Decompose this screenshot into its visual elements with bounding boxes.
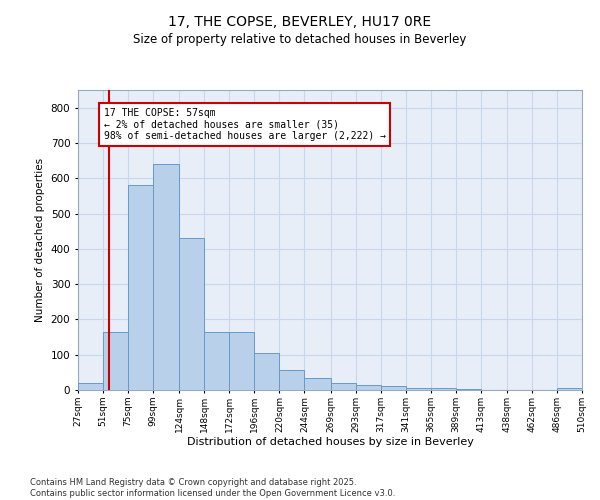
Bar: [406, 388, 431, 390]
Bar: [179, 238, 204, 390]
X-axis label: Distribution of detached houses by size in Beverley: Distribution of detached houses by size …: [187, 438, 473, 448]
Bar: [153, 164, 179, 390]
Bar: [229, 332, 254, 390]
Bar: [456, 389, 481, 390]
Bar: [304, 378, 331, 390]
Bar: [204, 332, 229, 390]
Bar: [280, 370, 304, 390]
Bar: [380, 386, 406, 390]
Text: Size of property relative to detached houses in Beverley: Size of property relative to detached ho…: [133, 32, 467, 46]
Bar: [128, 186, 153, 390]
Bar: [557, 388, 582, 390]
Bar: [103, 332, 128, 390]
Text: 17, THE COPSE, BEVERLEY, HU17 0RE: 17, THE COPSE, BEVERLEY, HU17 0RE: [169, 15, 431, 29]
Text: 17 THE COPSE: 57sqm
← 2% of detached houses are smaller (35)
98% of semi-detache: 17 THE COPSE: 57sqm ← 2% of detached hou…: [104, 108, 386, 141]
Bar: [331, 383, 356, 390]
Bar: [356, 386, 380, 390]
Y-axis label: Number of detached properties: Number of detached properties: [35, 158, 45, 322]
Bar: [78, 383, 103, 390]
Bar: [254, 353, 280, 390]
Text: Contains HM Land Registry data © Crown copyright and database right 2025.
Contai: Contains HM Land Registry data © Crown c…: [30, 478, 395, 498]
Bar: [431, 388, 456, 390]
